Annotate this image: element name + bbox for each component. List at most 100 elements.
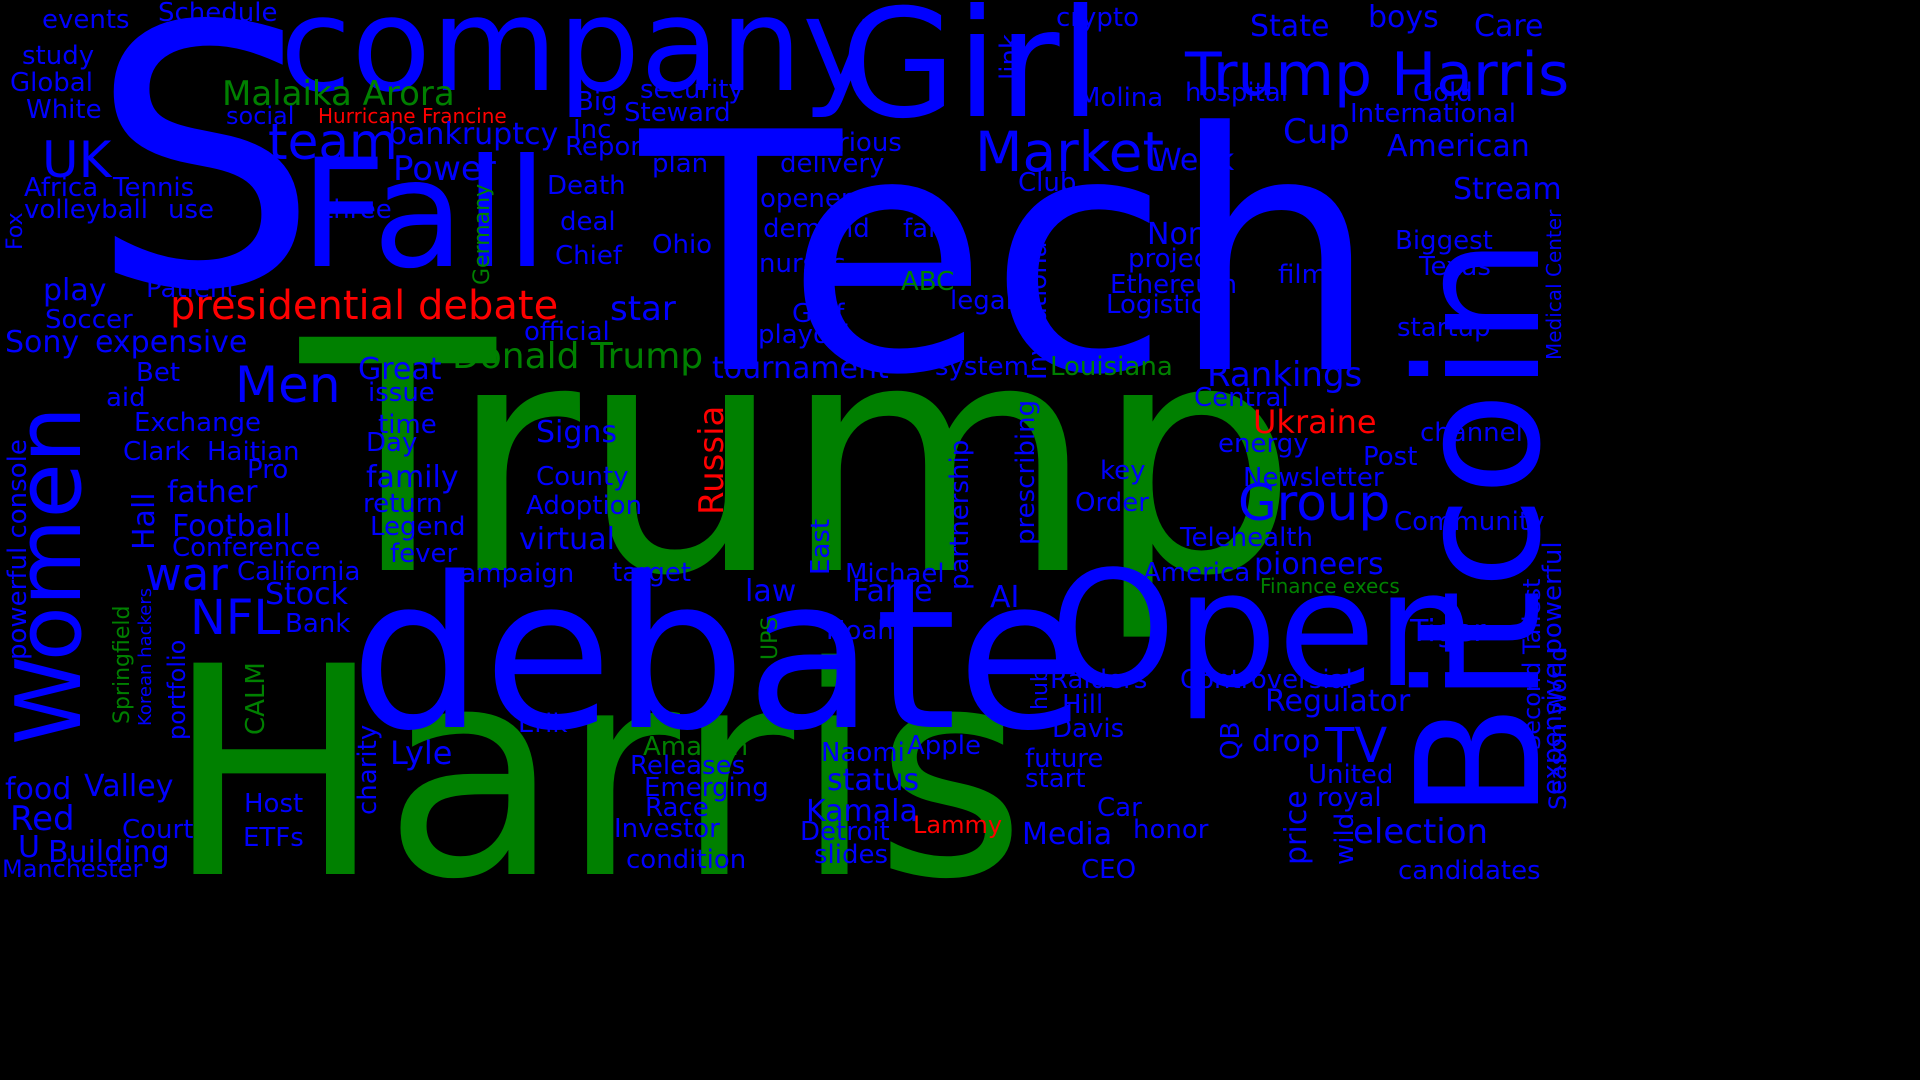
word-fox: Fox [3, 212, 28, 250]
word-malaika-arora: Malaika Arora [222, 74, 455, 114]
word-gold: Gold [1413, 78, 1473, 108]
word-hill: Hill [1062, 690, 1104, 720]
word-state: State [1250, 9, 1330, 44]
word-lyle: Lyle [390, 734, 453, 772]
word-tech: Tech [640, 63, 1380, 447]
word-harris: Harris [165, 606, 1026, 943]
word-opener: opener [760, 184, 852, 214]
word-kamala: Kamala [806, 794, 918, 829]
word-drop: drop [1252, 724, 1321, 759]
word-family: family [366, 460, 459, 495]
word-tiger: Tiger [1410, 614, 1486, 649]
word-exchange: Exchange [134, 408, 262, 438]
word-telehealth: Telehealth [1180, 523, 1313, 553]
word-haitian: Haitian [207, 437, 300, 467]
word-county: County [536, 462, 629, 492]
word-link: link [995, 34, 1025, 80]
word-order: Order [1075, 488, 1149, 518]
word-ups: UPS [758, 616, 783, 660]
word-target: target [612, 558, 692, 588]
word-molina: Molina [1078, 83, 1164, 113]
word-cup: Cup [1283, 112, 1350, 152]
word-security: security [640, 75, 744, 105]
word-plan: plan [652, 149, 709, 179]
word-honor: honor [1133, 815, 1209, 845]
word-chief: Chief [555, 241, 623, 271]
word-condition: condition [626, 845, 747, 875]
word-ceo: CEO [1081, 855, 1137, 885]
word-golf: Golf [792, 299, 845, 329]
word-rankings: Rankings [1207, 355, 1363, 395]
word-sony: Sony [5, 325, 80, 360]
word-prescribing: prescribing [1011, 399, 1041, 545]
word-election: election [1353, 812, 1489, 852]
word-valley: Valley [84, 769, 174, 804]
word-crypto: crypto [1056, 3, 1139, 33]
word-project: project [1128, 244, 1219, 274]
word-startup: startup [1397, 313, 1491, 343]
word-volleyball: volleyball [24, 195, 149, 225]
word-debate: debate [350, 532, 1087, 777]
word-etfs: ETFs [243, 823, 304, 853]
word-group: Group [1238, 474, 1391, 532]
word-day: Day [366, 428, 418, 458]
word-play: play [43, 273, 107, 308]
word-u: U [18, 830, 40, 865]
word-campaign: campaign [446, 559, 575, 589]
word-emerging: Emerging [644, 773, 769, 803]
word-tennis: Tennis [113, 173, 195, 203]
word-nurses: nurses [759, 249, 846, 279]
word-slides: slides [814, 840, 889, 870]
word-community: Community [1394, 507, 1545, 537]
word-return: return [363, 489, 443, 519]
word-american: American [1387, 129, 1530, 164]
word-status: status [827, 763, 920, 798]
word-soccer: Soccer [45, 305, 133, 335]
word-regulator: Regulator [1265, 684, 1411, 719]
word-big: Big [576, 87, 618, 117]
word-stock: Stock [265, 577, 349, 612]
word-season-world: Season World [1544, 646, 1572, 810]
word-furious: Furious [808, 128, 902, 158]
word-signs: Signs [536, 415, 618, 450]
word-club: Club [1018, 168, 1077, 198]
word-trump-harris: Trump Harris [1185, 40, 1570, 110]
word-ai: AI [990, 580, 1020, 615]
word-africa: Africa [24, 173, 99, 203]
word-s: S [90, 0, 319, 369]
word-fall: Fall [300, 128, 548, 302]
word-team: team [268, 113, 398, 171]
word-schedule: Schedule [158, 0, 278, 28]
word-korean-hackers: Korean hackers [135, 587, 156, 726]
word-car: Car [1097, 793, 1142, 823]
word-patient: Patient [146, 274, 237, 304]
word-father: father [167, 475, 258, 510]
word-channel: channel [1420, 418, 1523, 448]
word-controversial: Controversial [1180, 665, 1353, 695]
word-official: official [524, 317, 610, 347]
word-study: study [22, 41, 95, 71]
word-great: Great [358, 352, 442, 387]
word-qb: QB [1216, 721, 1246, 760]
word-raiders: Raiders [1050, 665, 1148, 695]
word-lammy: Lammy [913, 811, 1003, 839]
word-ohio: Ohio [652, 230, 713, 260]
word-donald-trump: Donald Trump [452, 336, 704, 377]
word-candidates: candidates [1398, 856, 1541, 886]
word-apple: Apple [907, 731, 982, 761]
word-portfolio: portfolio [163, 639, 191, 740]
word-amazon: Amazon [643, 732, 749, 762]
word-logistics: Logistics [1106, 290, 1219, 320]
word-death: Death [547, 171, 626, 201]
word-week: Week [1152, 143, 1235, 178]
word-use: use [168, 195, 215, 225]
word-war: war [145, 548, 228, 601]
word-issue: issue [368, 378, 435, 408]
word-system: system [935, 352, 1029, 382]
word-second-tallest: Second Tallest [1518, 578, 1546, 750]
word-fame: Fame [852, 574, 933, 609]
word-north: North [1147, 217, 1231, 252]
word-care: Care [1474, 9, 1544, 44]
word-power: Power [393, 149, 496, 189]
